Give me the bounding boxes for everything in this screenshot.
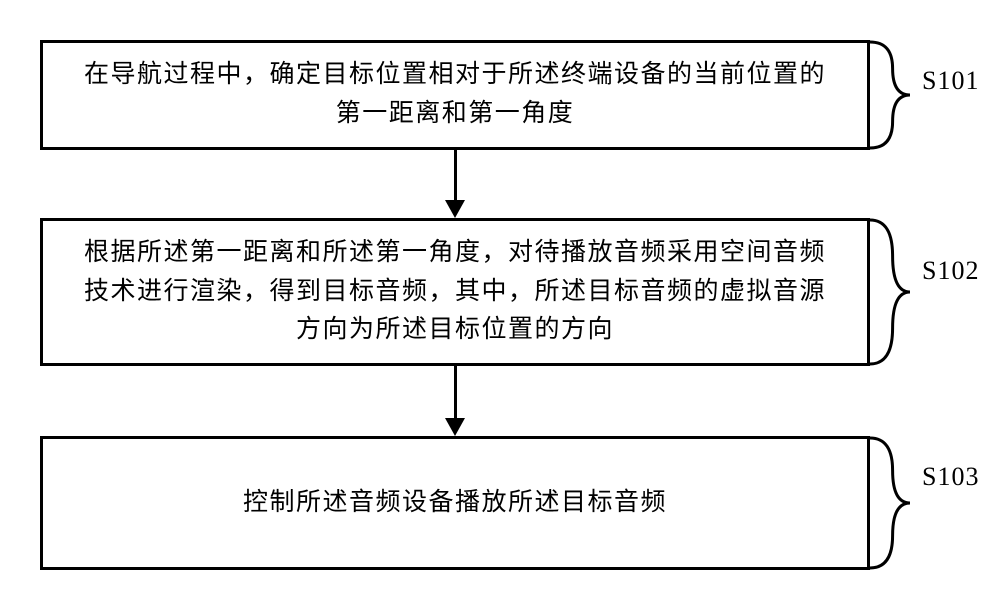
flow-step-s103-text: 控制所述音频设备播放所述目标音频 [243,484,667,523]
flow-arrow-1 [454,366,457,418]
flow-arrow-0 [454,150,457,200]
bracket-s103 [864,432,924,574]
bracket-s102 [864,214,924,370]
flow-step-s101: 在导航过程中，确定目标位置相对于所述终端设备的当前位置的 第一距离和第一角度 [40,40,870,150]
step-label-s102: S102 [922,256,979,286]
flow-arrow-head-1 [445,418,465,436]
step-label-s101: S101 [922,66,979,96]
flow-step-s102-text: 根据所述第一距离和所述第一角度，对待播放音频采用空间音频 技术进行渲染，得到目标… [84,234,826,350]
step-label-s103: S103 [922,462,979,492]
flow-step-s103: 控制所述音频设备播放所述目标音频 [40,436,870,570]
flow-step-s101-text: 在导航过程中，确定目标位置相对于所述终端设备的当前位置的 第一距离和第一角度 [84,56,826,134]
flow-step-s102: 根据所述第一距离和所述第一角度，对待播放音频采用空间音频 技术进行渲染，得到目标… [40,218,870,366]
bracket-s101 [864,36,924,154]
flowchart-canvas: 在导航过程中，确定目标位置相对于所述终端设备的当前位置的 第一距离和第一角度 S… [0,0,1000,611]
flow-arrow-head-0 [445,200,465,218]
